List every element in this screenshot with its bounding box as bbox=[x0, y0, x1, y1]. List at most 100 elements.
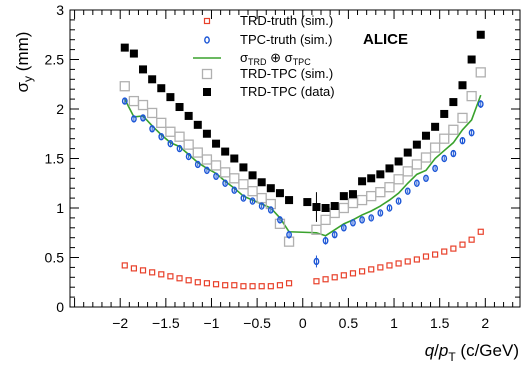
x-tick-label: 1.5 bbox=[430, 315, 450, 331]
data-data-point bbox=[476, 30, 485, 39]
trd-data-point bbox=[167, 273, 174, 280]
sim-data-point bbox=[119, 81, 130, 92]
y-tick-label: 2 bbox=[56, 101, 64, 117]
trd-data-point bbox=[386, 262, 393, 269]
data-data-point bbox=[394, 157, 403, 166]
trd-data-point bbox=[395, 260, 402, 267]
tpc-data-point bbox=[459, 136, 466, 145]
trd-data-point bbox=[285, 280, 293, 287]
trd-data-point bbox=[222, 282, 229, 289]
trd-data-point bbox=[441, 248, 448, 255]
trd-data-point bbox=[276, 282, 284, 289]
legend-markers bbox=[193, 17, 221, 96]
sim-data-point bbox=[128, 95, 140, 107]
y-tick-label: 1 bbox=[56, 200, 64, 216]
legend-label-data: TRD-TPC (data) bbox=[240, 84, 335, 99]
tpc-data-point bbox=[468, 129, 475, 137]
data-data-point bbox=[239, 163, 248, 172]
data-data-point bbox=[275, 189, 284, 198]
combined-resolution-line bbox=[124, 94, 482, 237]
sim-data-point bbox=[347, 197, 359, 209]
trd-data-point bbox=[203, 280, 211, 287]
tpc-data-point bbox=[377, 209, 384, 217]
legend-label-trd: TRD-truth (sim.) bbox=[240, 13, 333, 28]
sim-data-point bbox=[475, 67, 486, 78]
legend-label-comb: σTRD ⊕ σTPC bbox=[240, 50, 311, 67]
data-data-point bbox=[221, 147, 230, 156]
legend-marker-sim bbox=[201, 68, 213, 80]
sim-data-point bbox=[220, 167, 231, 178]
sim-data-point bbox=[183, 139, 194, 150]
data-data-point bbox=[266, 184, 275, 193]
tpc-data-point bbox=[240, 194, 247, 202]
sim-data-point bbox=[247, 186, 258, 197]
y-axis-label: σy (mm) bbox=[13, 32, 35, 93]
tpc-data-point bbox=[477, 100, 484, 108]
sim-data-point bbox=[238, 179, 249, 190]
data-data-point bbox=[248, 171, 257, 180]
sim-data-point bbox=[338, 202, 349, 214]
sim-data-point bbox=[411, 159, 423, 170]
tpc-data-point bbox=[267, 206, 274, 214]
trd-data-point bbox=[459, 241, 466, 248]
sim-data-point bbox=[466, 90, 477, 102]
tpc-data-point bbox=[176, 144, 183, 153]
y-tick-label: 0 bbox=[56, 299, 64, 315]
data-data-point bbox=[212, 139, 221, 148]
sim-data-point bbox=[366, 190, 377, 202]
sim-data-point bbox=[429, 142, 441, 153]
x-tick-label: 1 bbox=[390, 315, 398, 331]
trd-data-point bbox=[185, 277, 192, 284]
data-data-point bbox=[376, 170, 385, 179]
data-data-point bbox=[230, 154, 239, 163]
data-data-point bbox=[257, 178, 266, 187]
sim-data-point bbox=[137, 99, 149, 111]
tpc-data-point bbox=[350, 219, 356, 227]
sim-data-point bbox=[375, 187, 386, 198]
y-tick-label: 3 bbox=[56, 2, 64, 18]
sim-data-point bbox=[201, 154, 213, 165]
data-data-point bbox=[303, 198, 312, 207]
tpc-data-point bbox=[140, 114, 146, 122]
x-tick-label: −1.5 bbox=[152, 315, 180, 331]
sim-data-point bbox=[192, 147, 203, 158]
tpc-data-point bbox=[213, 172, 219, 181]
alice-label: ALICE bbox=[363, 31, 408, 48]
tpc-data-point bbox=[167, 139, 174, 148]
trd-data-point bbox=[450, 245, 457, 252]
data-data-point bbox=[157, 84, 166, 93]
tpc-data-point bbox=[423, 174, 429, 183]
sim-data-point bbox=[384, 182, 395, 193]
y-tick-label: 0.5 bbox=[45, 250, 65, 266]
trd-data-point bbox=[158, 271, 165, 278]
data-data-point bbox=[421, 131, 430, 140]
x-tick-label: −1 bbox=[203, 315, 219, 331]
trd-data-point bbox=[422, 253, 430, 260]
data-data-point bbox=[367, 174, 376, 183]
trd-data-point bbox=[340, 272, 347, 279]
data-data-point bbox=[403, 148, 412, 157]
trd-data-point bbox=[404, 258, 411, 265]
tpc-data-point bbox=[277, 216, 283, 224]
legend: TRD-truth (sim.) TPC-truth (sim.) σTRD ⊕… bbox=[240, 13, 335, 99]
tpc-data-point bbox=[395, 197, 402, 205]
tpc-data-point bbox=[185, 152, 192, 161]
tpc-data-point bbox=[158, 133, 165, 141]
data-data-point bbox=[148, 75, 157, 84]
tpc-data-point bbox=[231, 186, 238, 194]
trd-data-point bbox=[322, 276, 329, 283]
tpc-data-point bbox=[149, 125, 156, 133]
sim-data-point bbox=[174, 131, 185, 142]
data-data-point bbox=[467, 55, 476, 64]
trd-data-point bbox=[139, 267, 147, 274]
data-data-point bbox=[385, 164, 394, 173]
y-tick-label: 1.5 bbox=[45, 151, 65, 167]
trd-data-point bbox=[468, 236, 475, 243]
x-tick-label: 0.5 bbox=[339, 315, 359, 331]
legend-label-sim: TRD-TPC (sim.) bbox=[240, 66, 333, 81]
tpc-data-point bbox=[386, 204, 393, 212]
tpc-data-point bbox=[194, 160, 201, 169]
data-data-point bbox=[330, 202, 339, 211]
tpc-data-point bbox=[130, 115, 137, 123]
data-data-point bbox=[120, 43, 129, 52]
